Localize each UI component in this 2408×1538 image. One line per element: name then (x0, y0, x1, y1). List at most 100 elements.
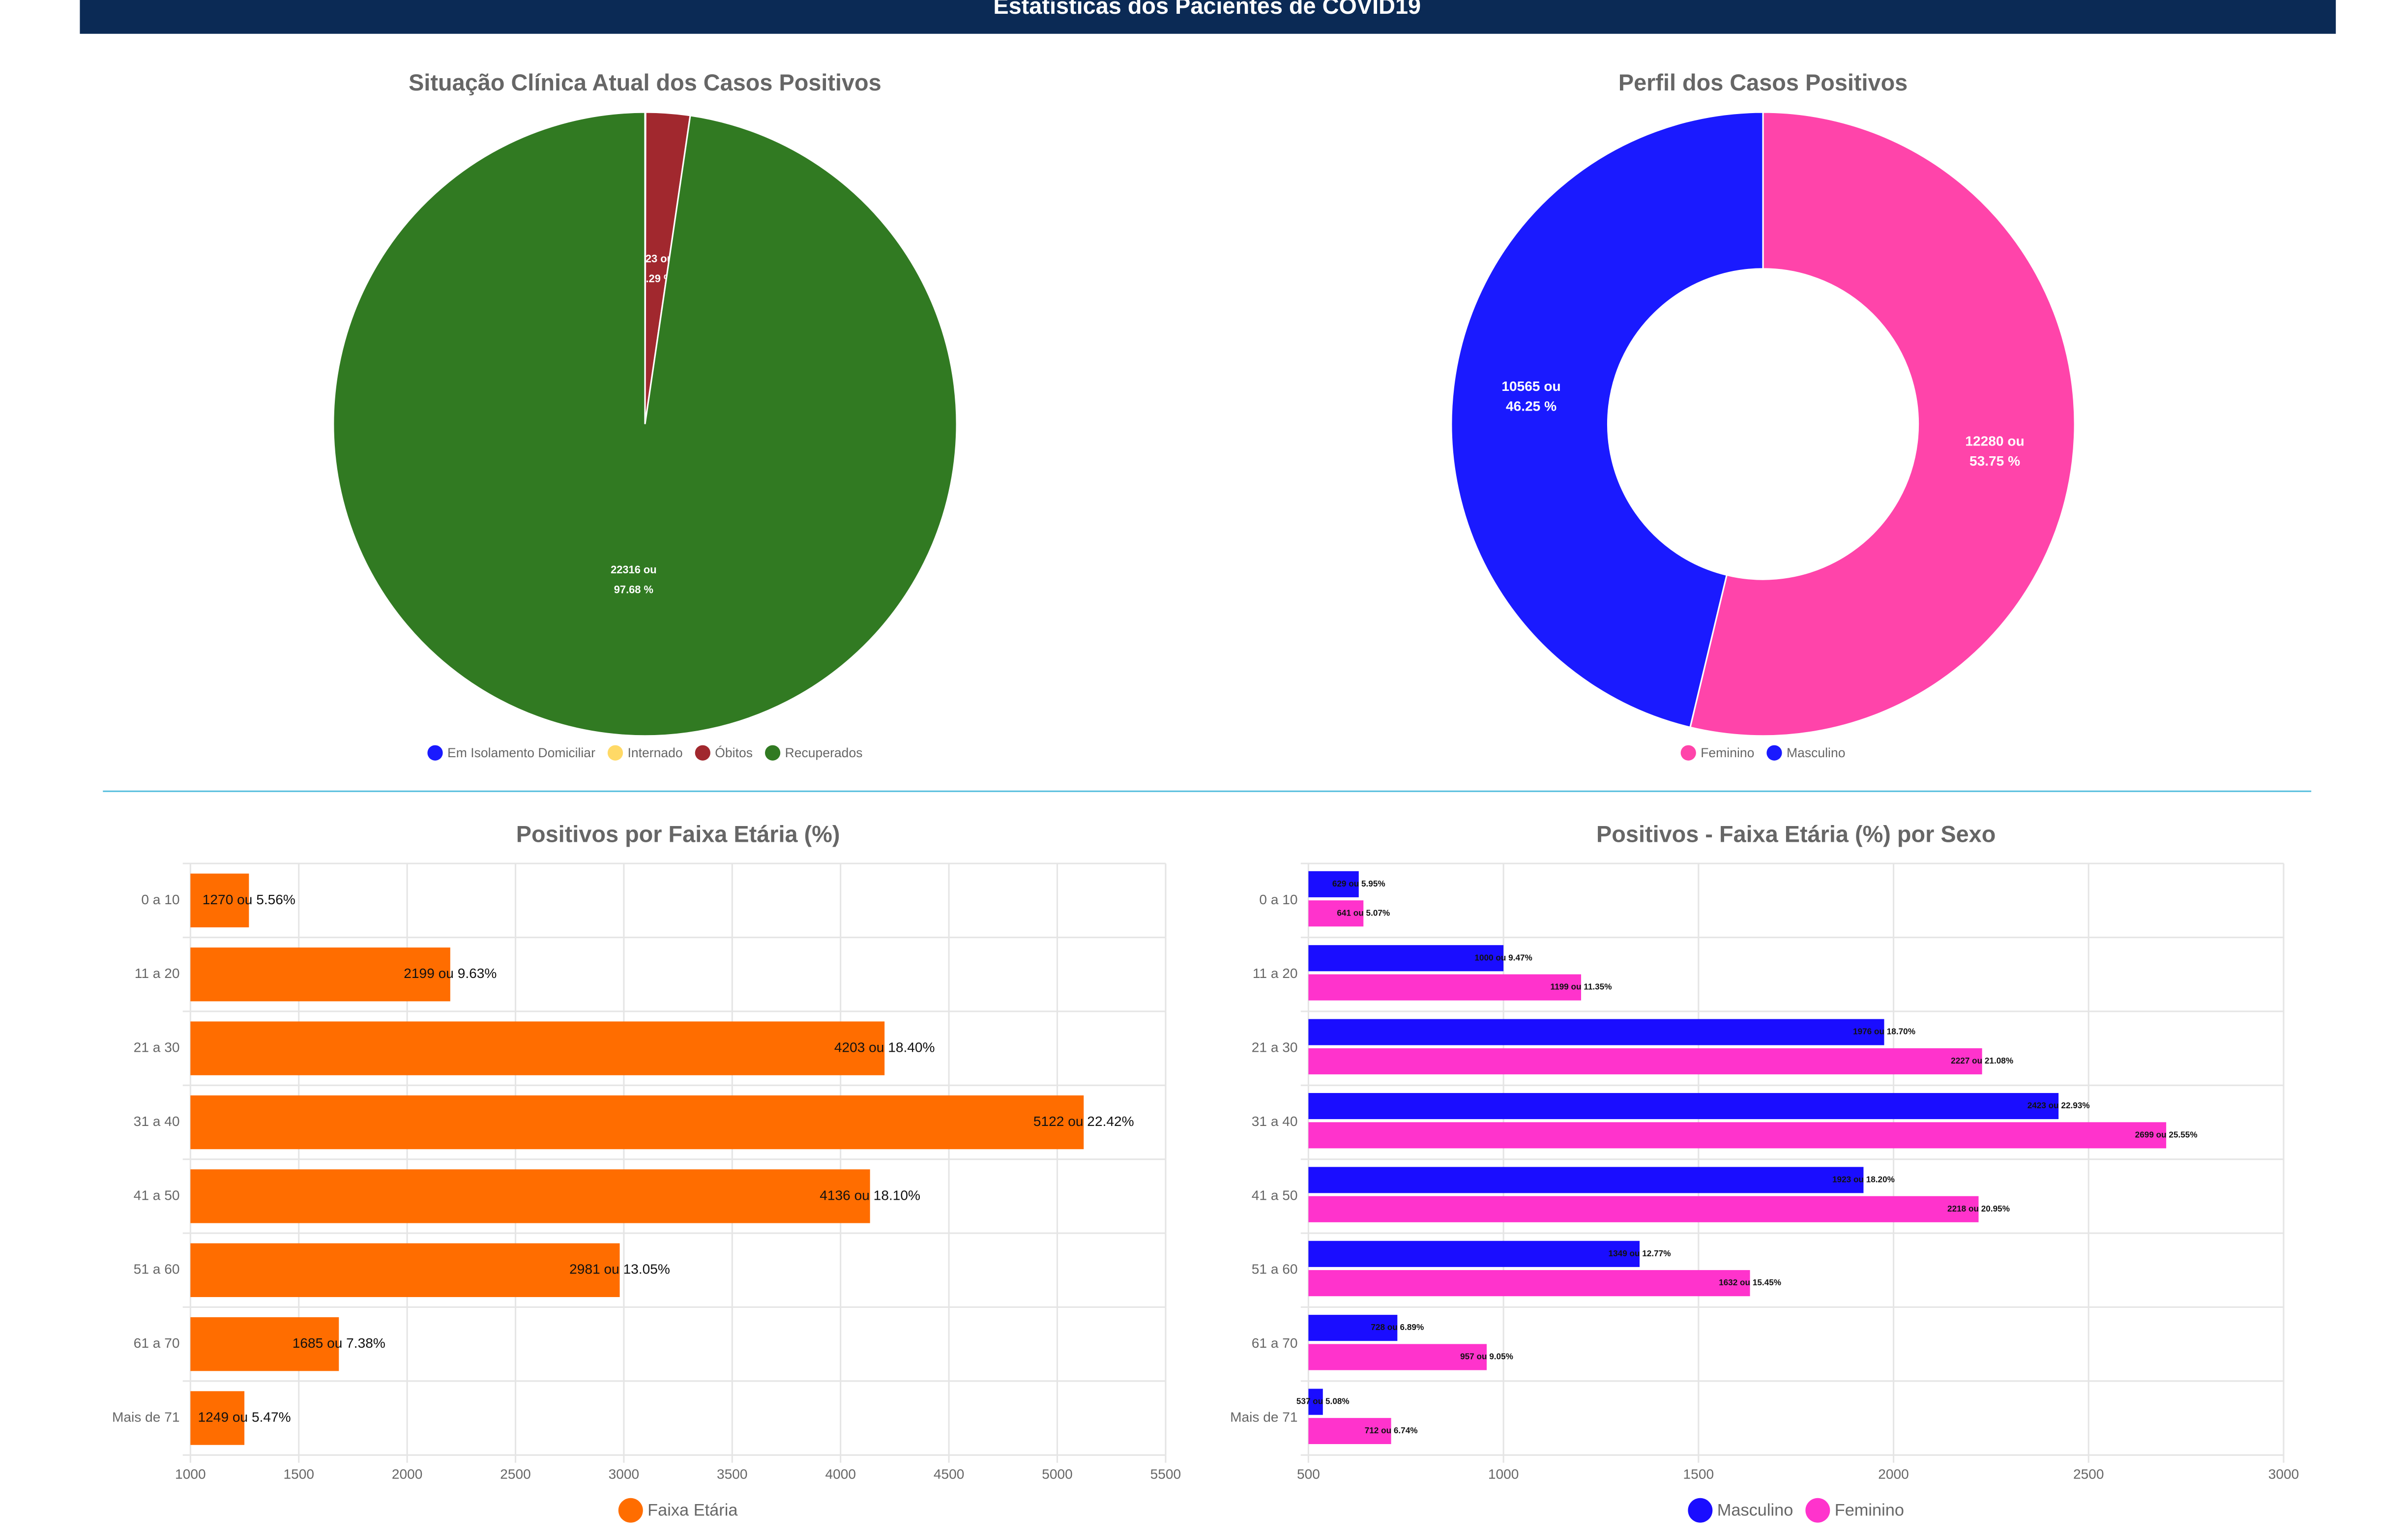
y-tick-label: 31 a 40 (134, 1114, 180, 1129)
bar (190, 1391, 245, 1445)
x-tick-label: 2500 (2073, 1466, 2104, 1481)
data-label: 12280 ou 53.75 % (1965, 434, 2024, 469)
x-tick-label: 500 (1297, 1466, 1320, 1481)
x-tick-label: 5500 (1150, 1466, 1181, 1481)
x-tick-label: 3000 (2268, 1466, 2299, 1481)
data-label: 5122 ou 22.42% (1033, 1114, 1134, 1129)
bar (1308, 974, 1582, 1001)
bar (1308, 945, 1504, 972)
bar (190, 1169, 870, 1223)
data-label: 2423 ou 22.93% (2027, 1100, 2090, 1110)
data-label: 4203 ou 18.40% (834, 1040, 935, 1055)
legend-label: Masculino (1717, 1501, 1793, 1519)
data-label: 1923 ou 18.20% (1832, 1174, 1895, 1184)
x-tick-label: 1000 (175, 1466, 206, 1481)
x-tick-label: 2500 (500, 1466, 531, 1481)
legend-label: Faixa Etária (647, 1501, 738, 1519)
legend-swatch (695, 745, 710, 761)
legend-label: Óbitos (715, 745, 753, 760)
bar (1308, 1418, 1391, 1444)
legend-swatch (618, 1498, 643, 1523)
data-label: 629 ou 5.95% (1332, 879, 1385, 888)
legend-label: Internado (628, 745, 683, 760)
data-label: 1685 ou 7.38% (293, 1335, 385, 1351)
y-tick-label: 41 a 50 (134, 1187, 180, 1203)
y-tick-label: Mais de 71 (112, 1409, 179, 1424)
y-tick-label: 51 a 60 (134, 1262, 180, 1277)
bar (190, 1243, 620, 1297)
bar (1308, 900, 1364, 927)
data-label: 2981 ou 13.05% (569, 1262, 670, 1277)
legend-label: Recuperados (785, 745, 863, 760)
data-label: 537 ou 5.08% (1296, 1396, 1350, 1406)
bar (190, 947, 450, 1002)
legend-swatch (427, 745, 443, 761)
slice (332, 111, 958, 737)
data-label: 4136 ou 18.10% (820, 1187, 920, 1203)
x-tick-label: 3500 (717, 1466, 748, 1481)
x-tick-label: 1000 (1488, 1466, 1519, 1481)
legend-swatch (1766, 745, 1782, 761)
legend-swatch (1805, 1498, 1830, 1523)
y-tick-label: 11 a 20 (1253, 966, 1298, 981)
x-tick-label: 3000 (609, 1466, 640, 1481)
y-tick-label: 21 a 30 (134, 1040, 180, 1055)
data-label: 1349 ou 12.77% (1609, 1248, 1671, 1258)
y-tick-label: 21 a 30 (1252, 1040, 1298, 1055)
bar (1308, 1270, 1750, 1297)
legend-label: Feminino (1835, 1501, 1904, 1519)
x-tick-label: 1500 (283, 1466, 314, 1481)
legend-swatch (765, 745, 781, 761)
legend-label: Feminino (1701, 745, 1754, 760)
chart-title: Perfil dos Casos Positivos (1618, 70, 1908, 95)
data-label: 22316 ou 97.68 % (611, 563, 657, 596)
bar (1308, 1122, 2167, 1149)
y-tick-label: Mais de 71 (1230, 1409, 1297, 1424)
bar (1308, 1093, 2059, 1120)
data-label: 10565 ou 46.25 % (1501, 379, 1560, 414)
bar (1308, 1389, 1323, 1415)
x-tick-label: 4500 (934, 1466, 965, 1481)
bar (1308, 1048, 1982, 1075)
bar (190, 873, 249, 928)
legend-swatch (1680, 745, 1696, 761)
slice (1450, 111, 1764, 729)
data-label: 712 ou 6.74% (1365, 1425, 1418, 1435)
bar (1308, 1241, 1640, 1267)
data-label: 2227 ou 21.08% (1951, 1056, 2013, 1065)
y-tick-label: 61 a 70 (1252, 1335, 1298, 1351)
data-label: 2218 ou 20.95% (1947, 1204, 2010, 1213)
data-label: 1199 ou 11.35% (1550, 982, 1612, 992)
bar (190, 1021, 885, 1075)
chart-title: Positivos - Faixa Etária (%) por Sexo (1596, 821, 1996, 847)
data-label: 641 ou 5.07% (1337, 908, 1390, 917)
x-tick-label: 2000 (1878, 1466, 1909, 1481)
data-label: 2199 ou 9.63% (404, 966, 497, 981)
x-tick-label: 2000 (392, 1466, 423, 1481)
bar (1308, 1344, 1487, 1370)
data-label: 1270 ou 5.56% (203, 892, 295, 907)
legend-swatch (1688, 1498, 1713, 1523)
bar (1308, 871, 1359, 897)
legend-label: Em Isolamento Domiciliar (447, 745, 595, 760)
header-title: Estatísticas dos Pacientes de COVID19 (993, 0, 1421, 19)
y-tick-label: 11 a 20 (135, 966, 180, 981)
data-label: 1249 ou 5.47% (198, 1409, 291, 1424)
bar (1308, 1019, 1884, 1045)
y-tick-label: 41 a 50 (1252, 1187, 1298, 1203)
bar (1308, 1167, 1864, 1193)
y-tick-label: 0 a 10 (1259, 892, 1297, 907)
legend-swatch (607, 745, 623, 761)
legend-label: Masculino (1787, 745, 1845, 760)
data-label: 728 ou 6.89% (1371, 1322, 1424, 1332)
data-label: 957 ou 9.05% (1460, 1352, 1513, 1361)
chart-title: Situação Clínica Atual dos Casos Positiv… (409, 70, 881, 95)
bar (1308, 1315, 1398, 1341)
data-label: 2699 ou 25.55% (2135, 1129, 2198, 1139)
bar (190, 1095, 1084, 1150)
chart-title: Positivos por Faixa Etária (%) (516, 821, 840, 847)
y-tick-label: 31 a 40 (1252, 1114, 1298, 1129)
bar (190, 1317, 339, 1371)
